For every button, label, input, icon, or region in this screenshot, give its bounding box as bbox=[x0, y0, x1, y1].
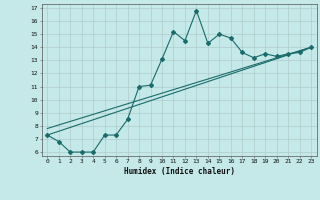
X-axis label: Humidex (Indice chaleur): Humidex (Indice chaleur) bbox=[124, 167, 235, 176]
